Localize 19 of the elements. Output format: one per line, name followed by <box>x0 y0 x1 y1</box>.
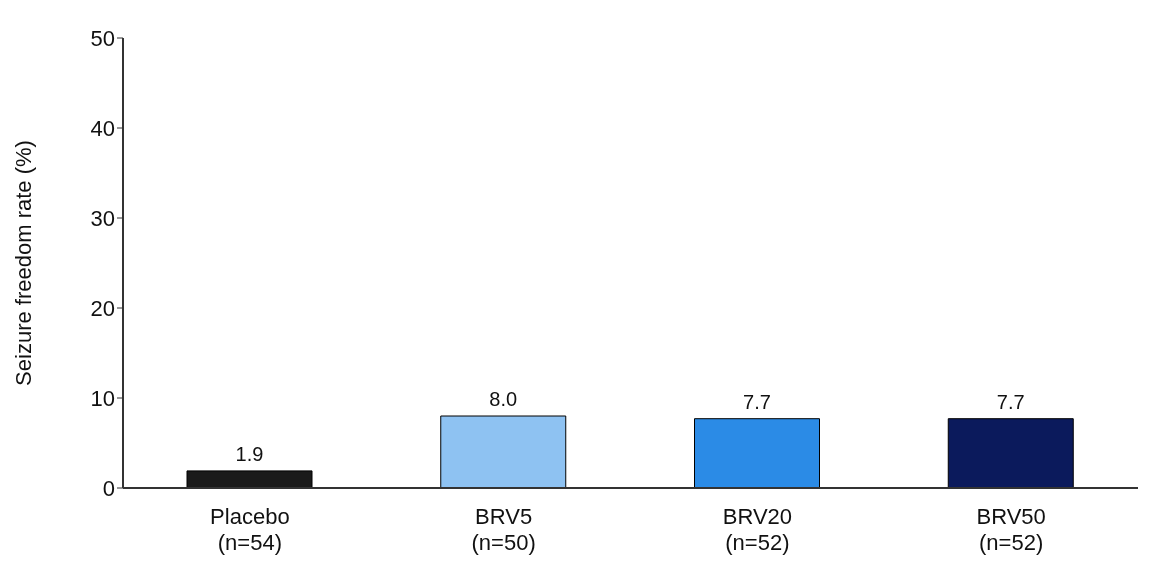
bar <box>186 470 313 488</box>
y-tick-label: 30 <box>90 205 115 231</box>
x-tick-label: BRV5 (n=50) <box>471 504 536 555</box>
data-label: 1.9 <box>235 442 264 465</box>
bar <box>947 418 1074 488</box>
data-label: 7.7 <box>743 390 771 413</box>
y-tick-label: 20 <box>90 295 115 321</box>
x-tick-label: BRV50 (n=52) <box>976 504 1046 555</box>
y-tick-label: 0 <box>102 475 115 501</box>
y-tick-label: 10 <box>90 385 115 411</box>
y-tick-label: 50 <box>90 25 115 51</box>
data-label: 8.0 <box>489 388 518 410</box>
x-tick-label: Placebo (n=54) <box>210 504 290 555</box>
x-tick-label: BRV20 (n=52) <box>722 504 793 555</box>
y-tick-label: 40 <box>90 115 115 141</box>
y-axis-title: Seizure freedom rate (%) <box>10 140 36 386</box>
bar <box>440 415 567 488</box>
data-label: 7.7 <box>996 390 1025 413</box>
bar <box>694 418 820 488</box>
